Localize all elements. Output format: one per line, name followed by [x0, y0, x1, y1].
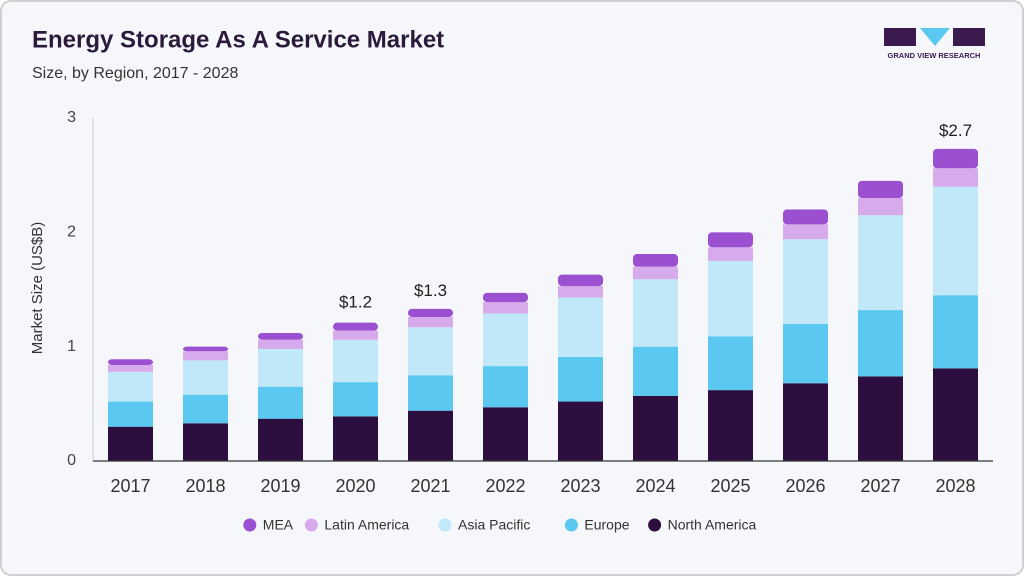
x-tick-label: 2022 — [485, 476, 525, 496]
bar-segment — [258, 386, 303, 419]
logo-triangle — [920, 28, 950, 46]
bar-segment — [858, 376, 903, 461]
legend-marker — [243, 518, 257, 532]
bar-segment — [258, 332, 303, 340]
bar-segment — [483, 407, 528, 461]
bar-segment — [708, 260, 753, 337]
bar-segment — [258, 418, 303, 461]
legend-label: MEA — [263, 517, 294, 533]
x-tick-label: 2025 — [710, 476, 750, 496]
bar-segment — [333, 330, 378, 340]
bar-segment — [408, 316, 453, 328]
bar-segment — [783, 239, 828, 324]
legend-marker — [564, 518, 578, 532]
bar-segment — [933, 295, 978, 369]
bar-segment — [108, 371, 153, 402]
bar-segment — [483, 302, 528, 314]
bar-segment — [483, 366, 528, 408]
logo: GRAND VIEW RESEARCH — [884, 28, 985, 60]
bar-segment — [858, 180, 903, 199]
x-tick-label: 2017 — [110, 476, 150, 496]
bar-segment — [783, 323, 828, 384]
bar-segment — [483, 292, 528, 303]
total-label: $1.3 — [414, 281, 447, 300]
chart-title: Energy Storage As A Service Market — [32, 26, 444, 53]
bar-segment — [933, 186, 978, 296]
bar-segment — [708, 390, 753, 461]
bar-segment — [558, 274, 603, 287]
bar-segment — [408, 375, 453, 411]
total-label: $2.7 — [939, 121, 972, 140]
bar-segment — [558, 286, 603, 298]
bar-segment — [558, 297, 603, 357]
x-tick-label: 2021 — [410, 476, 450, 496]
bar-segment — [408, 410, 453, 461]
chart-subtitle: Size, by Region, 2017 - 2028 — [32, 65, 238, 82]
bar-segment — [708, 336, 753, 391]
bar-segment — [333, 339, 378, 383]
bar-segment — [258, 348, 303, 387]
legend-label: Latin America — [324, 517, 409, 533]
bar-segment — [183, 360, 228, 395]
legend-label: Europe — [584, 517, 629, 533]
bar-segment — [633, 266, 678, 280]
bar-segment — [108, 401, 153, 427]
logo-text: GRAND VIEW RESEARCH — [888, 51, 981, 60]
bar-segment — [633, 254, 678, 267]
y-tick-label: 3 — [67, 109, 76, 126]
bar-segment — [708, 247, 753, 261]
y-axis-label: Market Size (US$B) — [29, 222, 46, 355]
y-tick-label: 0 — [67, 452, 76, 469]
total-label: $1.2 — [339, 292, 372, 311]
bar-segment — [933, 168, 978, 187]
bar-segment — [858, 215, 903, 311]
bar-segment — [783, 383, 828, 461]
bar-segment — [633, 395, 678, 461]
x-tick-label: 2026 — [785, 476, 825, 496]
bar-segment — [933, 368, 978, 461]
bar-segment — [558, 401, 603, 461]
bar-segment — [108, 364, 153, 372]
x-tick-label: 2023 — [560, 476, 600, 496]
bar-segment — [333, 416, 378, 461]
legend-label: Asia Pacific — [458, 517, 530, 533]
bar-segment — [858, 310, 903, 377]
bar-segment — [183, 351, 228, 361]
bar-segment — [258, 339, 303, 349]
bar-segment — [108, 359, 153, 365]
bar-segment — [408, 308, 453, 317]
bar-segment — [333, 382, 378, 417]
x-tick-label: 2019 — [260, 476, 300, 496]
legend-marker — [648, 518, 662, 532]
bar-segment — [633, 279, 678, 347]
bar-segment — [633, 346, 678, 396]
bar-segment — [708, 232, 753, 248]
legend-marker — [438, 518, 452, 532]
x-tick-label: 2028 — [935, 476, 975, 496]
bar-segment — [483, 313, 528, 367]
bar-segment — [183, 394, 228, 424]
bar-segment — [933, 148, 978, 169]
x-tick-label: 2020 — [335, 476, 375, 496]
bar-segment — [558, 356, 603, 402]
bar-segment — [108, 426, 153, 461]
bar-segment — [183, 346, 228, 352]
bar-segment — [858, 198, 903, 216]
y-tick-label: 2 — [67, 224, 76, 241]
bar-segment — [783, 224, 828, 240]
y-tick-label: 1 — [67, 338, 76, 355]
bar-segment — [183, 423, 228, 461]
logo-block — [884, 28, 916, 46]
bar-segment — [783, 209, 828, 225]
bar-segment — [333, 322, 378, 331]
x-tick-label: 2027 — [860, 476, 900, 496]
logo-block — [953, 28, 985, 46]
legend-marker — [304, 518, 318, 532]
legend-label: North America — [668, 517, 757, 533]
x-tick-label: 2018 — [185, 476, 225, 496]
bar-segment — [408, 327, 453, 376]
x-tick-label: 2024 — [635, 476, 675, 496]
